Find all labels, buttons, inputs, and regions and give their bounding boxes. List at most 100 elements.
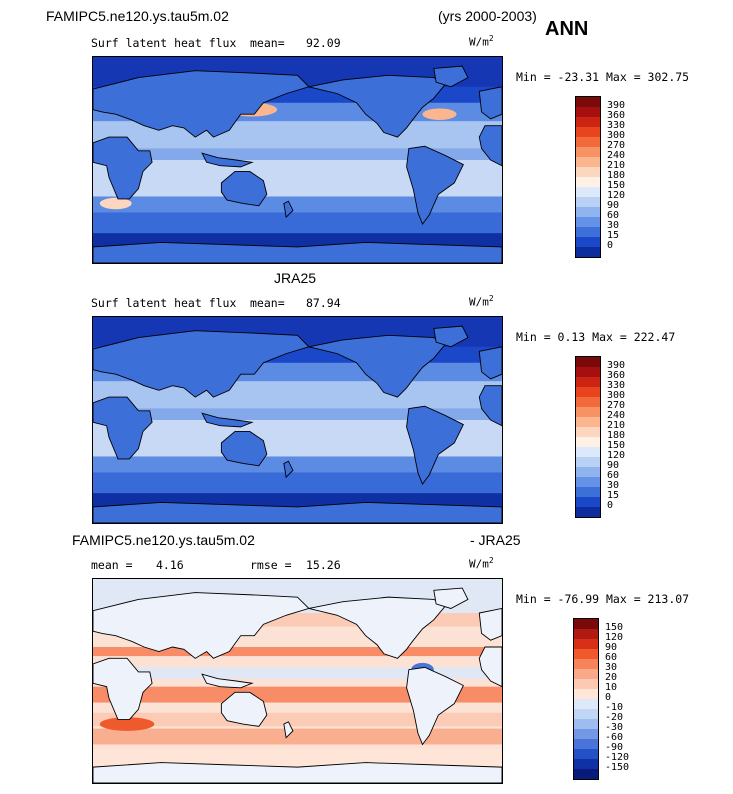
colorbar-swatch (576, 357, 600, 367)
colorbar-swatch (574, 749, 598, 759)
map-landmass (479, 87, 502, 119)
map-landmass (284, 201, 293, 217)
panel-title: FAMIPC5.ne120.ys.tau5m.02 (72, 532, 255, 548)
colorbar-swatch (574, 729, 598, 739)
map-landmass (479, 386, 502, 426)
colorbar-swatch (574, 739, 598, 749)
mean-value: 4.16 (156, 558, 184, 572)
map-landmass (93, 502, 502, 523)
colorbar-swatch (576, 97, 600, 107)
map-landmass (434, 326, 468, 347)
colorbar-label: 330 (607, 120, 626, 131)
colorbar-swatch (574, 689, 598, 699)
map-hotspot (99, 717, 155, 731)
colorbar-label: 30 (607, 220, 620, 231)
map-landmass (407, 667, 464, 744)
mean-label: mean= (250, 36, 285, 50)
colorbar-label: 210 (607, 160, 626, 171)
colorbar-label: 90 (607, 200, 620, 211)
colorbar-swatch (576, 117, 600, 127)
colorbar-swatch (574, 759, 598, 769)
colorbar-swatch (576, 497, 600, 507)
colorbar-label: 90 (605, 642, 618, 653)
colorbar-label: 30 (607, 480, 620, 491)
map-landmass (93, 397, 152, 459)
map-band (93, 647, 502, 657)
colorbar-label: 150 (605, 622, 624, 633)
season-label: ANN (545, 18, 589, 40)
years-label: (yrs 2000-2003) (438, 8, 537, 24)
colorbar-label: 270 (607, 400, 626, 411)
colorbar-label: 150 (607, 440, 626, 451)
colorbar-label: 300 (607, 130, 626, 141)
rmse-label: rmse = (250, 558, 292, 572)
colorbar-swatch (576, 397, 600, 407)
colorbar-label: 0 (607, 240, 614, 251)
colorbar-label: 60 (605, 652, 618, 663)
variable-label: Surf latent heat flux (91, 296, 237, 310)
colorbar-label: 270 (607, 140, 626, 151)
colorbar-label: 330 (607, 380, 626, 391)
colorbar-swatch (574, 669, 598, 679)
map-landmass (479, 647, 502, 687)
map-landmass (221, 431, 266, 465)
minmax-label: Min = 0.13 Max = 222.47 (516, 330, 676, 344)
colorbar-label: -10 (605, 702, 624, 713)
minmax-label: Min = -76.99 Max = 213.07 (516, 592, 690, 606)
colorbar-swatch (576, 127, 600, 137)
map-landmass (202, 153, 252, 167)
colorbar-label: 390 (607, 100, 626, 111)
map-band (93, 749, 502, 768)
map-hotspot (99, 197, 132, 210)
colorbar-swatch (576, 437, 600, 447)
map-landmass (93, 137, 152, 199)
map-landmass (309, 597, 445, 658)
map-plot (92, 56, 503, 264)
panel-title-suffix: - JRA25 (470, 532, 521, 548)
colorbar-swatch (576, 237, 600, 247)
map-landmass (434, 66, 468, 87)
colorbar-label: 120 (607, 190, 626, 201)
mean-value: 92.09 (306, 36, 341, 50)
colorbar-swatch (576, 167, 600, 177)
units-label: W/m2 (469, 34, 494, 49)
colorbar-swatch (574, 709, 598, 719)
units-label: W/m2 (469, 294, 494, 309)
colorbar-label: 120 (605, 632, 624, 643)
colorbar-swatch (576, 387, 600, 397)
colorbar-label: 0 (607, 500, 614, 511)
colorbar-label: 90 (607, 460, 620, 471)
colorbar-label: -60 (605, 732, 624, 743)
colorbar-label: 60 (607, 210, 620, 221)
map-landmass (479, 347, 502, 379)
map-landmass (93, 658, 152, 719)
map-band (93, 456, 502, 473)
colorbar-label: 10 (605, 682, 618, 693)
map-landmass (93, 331, 309, 397)
map-band (93, 712, 502, 727)
colorbar-label: 60 (607, 470, 620, 481)
colorbar-label: -120 (605, 752, 630, 763)
colorbar-swatch (576, 137, 600, 147)
colorbar-swatch (576, 157, 600, 167)
colorbar-swatch (574, 639, 598, 649)
colorbar (575, 96, 601, 258)
map-band (93, 408, 502, 420)
colorbar-label: 360 (607, 110, 626, 121)
colorbar-swatch (576, 447, 600, 457)
colorbar-swatch (576, 407, 600, 417)
minmax-label: Min = -23.31 Max = 302.75 (516, 70, 690, 84)
colorbar-swatch (574, 619, 598, 629)
colorbar-label: 20 (605, 672, 618, 683)
colorbar-label: 390 (607, 360, 626, 371)
rmse-value: 15.26 (306, 558, 341, 572)
colorbar-label: 300 (607, 390, 626, 401)
map-band (93, 196, 502, 213)
map-landmass (407, 146, 464, 224)
colorbar-swatch (574, 699, 598, 709)
colorbar-swatch (576, 457, 600, 467)
colorbar-label: 15 (607, 490, 620, 501)
colorbar-swatch (574, 769, 598, 779)
panel-title: JRA25 (274, 270, 317, 286)
colorbar-swatch (576, 177, 600, 187)
